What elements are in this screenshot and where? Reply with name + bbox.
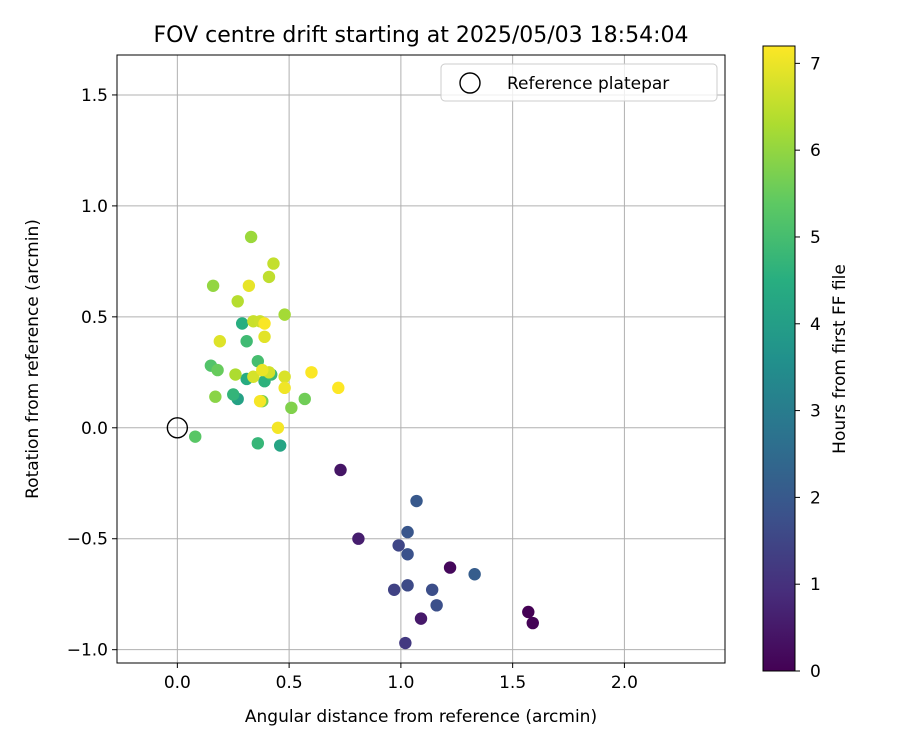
colorbar-ticks: 0 1 2 3 4 5 6 7 bbox=[795, 54, 821, 682]
scatter-points bbox=[189, 230, 539, 650]
y-tick-label: 1.0 bbox=[81, 197, 108, 217]
colorbar-tick-label: 3 bbox=[810, 402, 821, 422]
scatter-point bbox=[229, 368, 242, 381]
plot-area-frame bbox=[116, 54, 726, 664]
scatter-point bbox=[240, 335, 253, 348]
colorbar-tick-label: 6 bbox=[810, 141, 821, 161]
colorbar-tick-label: 1 bbox=[810, 575, 821, 595]
y-tick-label: −1.0 bbox=[67, 641, 108, 661]
scatter-point bbox=[242, 279, 256, 292]
scatter-point bbox=[305, 366, 318, 379]
x-tick-label: 0.5 bbox=[276, 673, 303, 693]
colorbar-tick-label: 4 bbox=[810, 315, 821, 335]
scatter-point bbox=[227, 388, 240, 401]
y-tick-label: −0.5 bbox=[67, 530, 108, 550]
scatter-point bbox=[414, 612, 428, 625]
legend-box bbox=[440, 63, 718, 102]
scatter-point bbox=[258, 317, 271, 330]
scatter-point bbox=[278, 381, 291, 395]
scatter-point bbox=[251, 437, 265, 450]
scatter-point bbox=[262, 270, 276, 284]
scatter-point bbox=[401, 525, 414, 539]
legend-marker-icon bbox=[459, 72, 481, 94]
colorbar-tick-label: 0 bbox=[810, 662, 821, 682]
colorbar-gradient bbox=[762, 45, 796, 672]
scatter-point bbox=[430, 599, 443, 612]
x-axis-ticks: 0.0 0.5 1.0 1.5 2.0 bbox=[164, 663, 638, 693]
x-tick-label: 1.5 bbox=[499, 673, 526, 693]
scatter-point bbox=[235, 317, 249, 330]
scatter-point bbox=[273, 439, 287, 452]
legend-label: Reference platepar bbox=[507, 74, 669, 94]
scatter-point bbox=[256, 363, 269, 377]
scatter-point bbox=[443, 561, 457, 574]
scatter-point bbox=[522, 605, 535, 619]
scatter-point bbox=[401, 548, 414, 561]
x-axis-label: Angular distance from reference (arcmin) bbox=[245, 707, 597, 727]
y-tick-label: 0.5 bbox=[81, 308, 108, 328]
scatter-point bbox=[211, 363, 224, 377]
x-tick-label: 0.0 bbox=[164, 673, 191, 693]
scatter-point bbox=[468, 568, 481, 581]
colorbar-tick-label: 7 bbox=[810, 54, 821, 74]
x-tick-label: 1.0 bbox=[387, 673, 414, 693]
y-tick-label: 1.5 bbox=[81, 86, 108, 106]
scatter-point bbox=[278, 308, 291, 321]
scatter-point bbox=[298, 392, 311, 406]
scatter-point bbox=[401, 579, 414, 592]
scatter-point bbox=[213, 335, 227, 348]
grid-lines bbox=[117, 55, 725, 663]
scatter-point bbox=[410, 494, 423, 508]
x-tick-label: 2.0 bbox=[611, 673, 638, 693]
scatter-point bbox=[278, 370, 291, 383]
scatter-point bbox=[526, 616, 539, 630]
scatter-point bbox=[231, 295, 244, 308]
scatter-point bbox=[399, 636, 412, 650]
scatter-point bbox=[352, 532, 365, 545]
scatter-point bbox=[425, 583, 439, 596]
scatter-point bbox=[267, 257, 280, 270]
scatter-point bbox=[271, 421, 285, 434]
y-axis-label: Rotation from reference (arcmin) bbox=[23, 219, 43, 499]
colorbar-tick-label: 2 bbox=[810, 488, 821, 508]
scatter-point bbox=[258, 330, 271, 344]
scatter-point bbox=[332, 381, 345, 395]
scatter-point bbox=[392, 539, 405, 552]
legend: Reference platepar bbox=[440, 63, 718, 102]
chart-title: FOV centre drift starting at 2025/05/03 … bbox=[154, 23, 689, 48]
scatter-point bbox=[387, 583, 401, 596]
reference-platepar-marker bbox=[166, 417, 189, 439]
scatter-point bbox=[209, 390, 222, 403]
colorbar: 0 1 2 3 4 5 6 7 Hours from first FF file bbox=[762, 45, 850, 682]
colorbar-tick-label: 5 bbox=[810, 228, 821, 248]
scatter-point bbox=[247, 370, 260, 383]
colorbar-label: Hours from first FF file bbox=[830, 264, 850, 454]
y-axis-ticks: −1.0 −0.5 0.0 0.5 1.0 1.5 bbox=[67, 86, 117, 661]
scatter-point bbox=[206, 279, 220, 292]
scatter-point bbox=[334, 463, 347, 477]
scatter-point bbox=[189, 430, 202, 443]
scatter-point bbox=[285, 401, 298, 415]
y-tick-label: 0.0 bbox=[81, 419, 108, 439]
scatter-point bbox=[253, 394, 267, 408]
scatter-point bbox=[244, 230, 258, 244]
